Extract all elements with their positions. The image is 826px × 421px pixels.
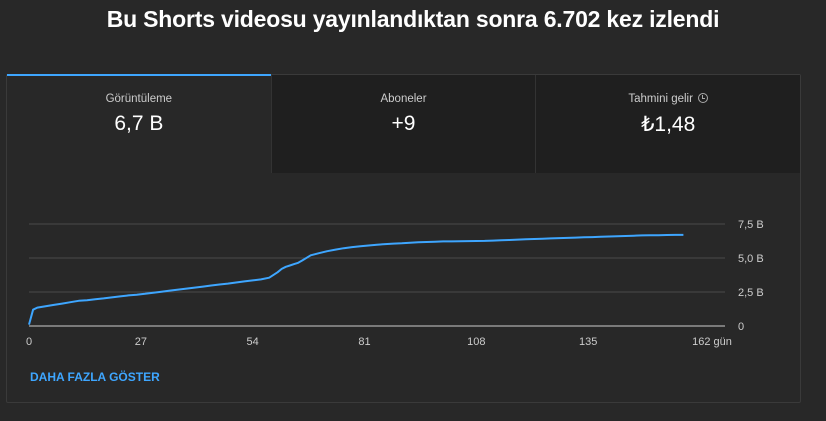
tab-subscribers-value: +9 [391, 112, 416, 135]
tab-views[interactable]: Görüntüleme 6,7 B [7, 74, 272, 173]
y-tick-label: 5,0 B [738, 253, 764, 265]
info-icon[interactable] [697, 93, 708, 103]
x-tick-label: 135 [579, 336, 597, 348]
tab-subscribers[interactable]: Aboneler +9 [271, 75, 537, 173]
tab-subscribers-label: Aboneler [380, 93, 427, 105]
tab-revenue-label: Tahmini gelir [628, 93, 693, 105]
tab-revenue-value: ₺1,48 [641, 113, 696, 136]
show-more-link[interactable]: DAHA FAZLA GÖSTER [30, 370, 160, 384]
page-title: Bu Shorts videosu yayınlandıktan sonra 6… [106, 6, 720, 32]
tab-views-value: 6,7 B [114, 112, 164, 135]
x-tick-label: 27 [135, 336, 147, 348]
tab-revenue[interactable]: Tahmini gelir ₺1,48 [536, 75, 801, 173]
x-tick-label: 0 [26, 336, 32, 348]
y-tick-label: 7,5 B [738, 219, 764, 231]
analytics-card: Görüntüleme 6,7 B Aboneler +9 Tahmini ge… [6, 74, 801, 403]
x-tick-label: 54 [247, 336, 259, 348]
x-tick-label: 108 [467, 336, 485, 348]
metric-tabs: Görüntüleme 6,7 B Aboneler +9 Tahmini ge… [7, 74, 801, 173]
series-line [28, 233, 684, 325]
x-tick-label: 81 [358, 336, 370, 348]
y-tick-label: 2,5 B [738, 287, 764, 299]
y-tick-label: 0 [738, 321, 744, 333]
x-tick-label-end: 162 gün [692, 336, 732, 348]
tab-views-label: Görüntüleme [105, 93, 173, 105]
tab-revenue-label-row: Tahmini gelir [536, 93, 800, 105]
